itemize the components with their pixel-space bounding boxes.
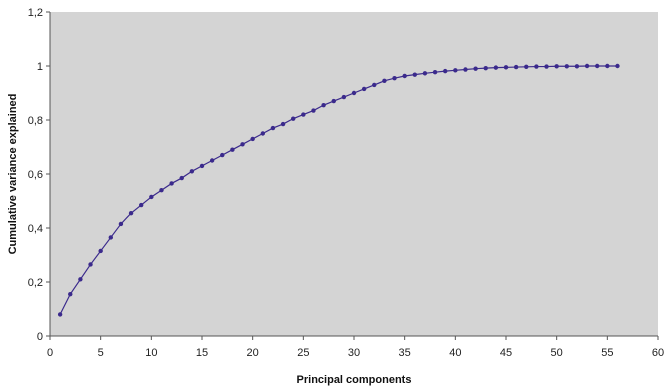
data-point xyxy=(534,64,539,69)
data-point xyxy=(88,262,93,267)
y-tick-label: 0,8 xyxy=(28,115,43,127)
data-point xyxy=(118,221,124,227)
data-point xyxy=(473,66,478,71)
x-tick-label: 60 xyxy=(652,347,664,359)
data-point xyxy=(220,152,225,158)
y-tick-label: 1 xyxy=(37,61,43,73)
y-axis-ticks: 0 0,2 0,4 0,6 0,8 1 1,2 xyxy=(28,7,50,343)
x-axis-title: Principal components xyxy=(297,374,412,386)
data-point xyxy=(544,64,549,69)
data-point xyxy=(412,72,417,77)
data-point xyxy=(605,63,610,69)
x-tick-label: 15 xyxy=(196,347,208,359)
x-tick-label: 50 xyxy=(551,347,563,359)
series-points xyxy=(57,63,620,317)
data-point xyxy=(382,78,387,84)
data-point xyxy=(270,125,276,131)
data-point xyxy=(615,63,620,69)
data-point xyxy=(493,65,499,70)
data-point xyxy=(240,142,245,147)
data-point xyxy=(483,65,488,71)
data-point xyxy=(260,131,265,136)
y-tick-label: 0,6 xyxy=(28,169,43,181)
data-point xyxy=(159,188,164,193)
x-tick-label: 25 xyxy=(297,347,309,359)
y-tick-label: 1,2 xyxy=(28,7,43,19)
data-point xyxy=(149,194,154,200)
data-point xyxy=(291,116,296,121)
data-point xyxy=(321,102,326,108)
y-tick-label: 0,4 xyxy=(28,223,43,235)
data-point xyxy=(250,136,255,142)
x-tick-label: 30 xyxy=(348,347,360,359)
data-point xyxy=(595,63,600,69)
data-point xyxy=(230,147,235,152)
x-tick-label: 20 xyxy=(247,347,259,359)
plot-area xyxy=(50,12,658,336)
x-tick-label: 0 xyxy=(47,347,53,359)
x-tick-label: 40 xyxy=(449,347,461,359)
data-point xyxy=(189,169,195,174)
data-point xyxy=(432,70,438,75)
data-point xyxy=(128,210,134,216)
data-point xyxy=(372,82,377,88)
x-tick-label: 35 xyxy=(399,347,411,359)
data-point xyxy=(179,175,184,181)
data-point xyxy=(422,71,428,76)
y-tick-label: 0 xyxy=(37,331,43,343)
data-point xyxy=(68,291,73,297)
y-tick-label: 0,2 xyxy=(28,277,43,289)
data-point xyxy=(280,121,286,127)
y-axis-title: Cumulative variance explained xyxy=(7,94,19,255)
data-point xyxy=(554,64,559,69)
data-point xyxy=(311,108,316,113)
data-point xyxy=(443,68,448,74)
data-point xyxy=(331,98,336,104)
data-point xyxy=(402,73,407,79)
data-point xyxy=(513,64,519,70)
x-axis-ticks: 0 5 10 15 20 25 30 35 40 45 50 55 60 xyxy=(47,336,664,359)
data-point xyxy=(584,63,590,69)
data-point xyxy=(351,90,357,96)
data-point xyxy=(361,86,367,92)
data-point xyxy=(392,75,397,81)
data-point xyxy=(524,64,529,70)
x-tick-label: 10 xyxy=(145,347,157,359)
data-point xyxy=(341,94,347,100)
data-point xyxy=(139,202,144,208)
data-point xyxy=(463,67,468,72)
data-point xyxy=(301,112,306,117)
data-point xyxy=(108,235,114,240)
data-point xyxy=(78,277,83,282)
data-point xyxy=(564,64,569,69)
x-tick-label: 55 xyxy=(601,347,613,359)
x-tick-label: 45 xyxy=(500,347,512,359)
data-point xyxy=(98,248,103,254)
data-point xyxy=(57,312,63,317)
data-point xyxy=(209,158,215,163)
x-tick-label: 5 xyxy=(98,347,104,359)
data-point xyxy=(199,163,205,169)
data-point xyxy=(574,64,580,69)
data-point xyxy=(169,181,174,186)
data-point xyxy=(503,65,509,70)
data-point xyxy=(453,68,458,73)
